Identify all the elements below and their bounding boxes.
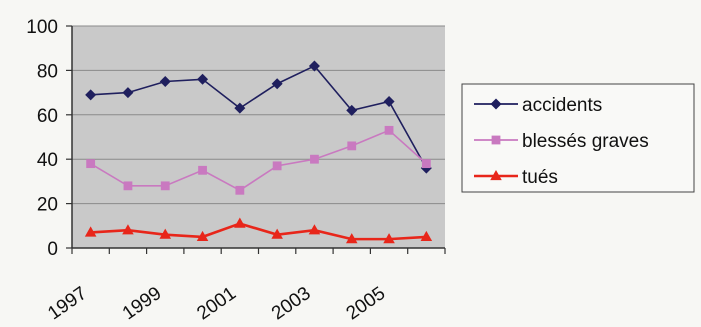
data-point	[85, 89, 97, 101]
legend-label: tués	[522, 167, 558, 188]
series-line	[90, 222, 427, 241]
data-point	[234, 102, 246, 114]
y-tick-label: 80	[37, 61, 58, 82]
data-point	[421, 159, 431, 169]
x-tick-label: 1999	[119, 283, 166, 322]
data-point	[345, 233, 358, 244]
x-tick-label: 2005	[343, 283, 390, 322]
data-point	[420, 230, 433, 242]
data-point	[271, 228, 283, 239]
data-point	[347, 141, 357, 151]
data-point	[346, 104, 358, 116]
legend-entry: accidents	[474, 95, 602, 116]
legend-label: blessés graves	[522, 131, 649, 152]
y-tick-label: 60	[37, 106, 58, 127]
y-tick-label: 100	[26, 17, 58, 38]
series-line	[90, 129, 427, 192]
x-tick-label: 2003	[268, 283, 315, 322]
y-tick-label: 40	[37, 150, 58, 171]
data-point	[235, 185, 245, 195]
data-point	[122, 224, 134, 235]
data-point	[491, 135, 501, 145]
data-point	[308, 224, 321, 235]
data-point	[490, 169, 502, 181]
data-point	[159, 76, 171, 87]
data-point	[160, 181, 170, 191]
data-point	[383, 233, 395, 244]
legend-box	[461, 83, 695, 193]
data-point	[84, 226, 97, 237]
y-tick-label: 20	[37, 195, 58, 216]
data-point	[271, 78, 283, 90]
data-point	[308, 60, 320, 72]
plot-area	[72, 26, 445, 248]
data-point	[384, 125, 394, 135]
legend-label: accidents	[522, 95, 602, 116]
data-point	[234, 217, 246, 228]
series-blessés-graves	[86, 125, 431, 195]
data-point	[196, 230, 209, 242]
series-tués	[84, 217, 433, 244]
x-tick-label: 2001	[193, 283, 240, 322]
data-point	[86, 159, 96, 169]
data-point	[198, 165, 207, 175]
data-point	[122, 87, 134, 99]
x-tick-label: 1997	[44, 283, 91, 322]
data-point	[197, 73, 209, 85]
data-point	[123, 181, 133, 191]
data-point	[310, 154, 319, 164]
data-point	[490, 98, 502, 110]
data-point	[159, 228, 172, 239]
legend-entry: blessés graves	[474, 131, 649, 152]
series-line	[90, 64, 428, 169]
data-point	[383, 95, 395, 107]
series-accidents	[85, 60, 432, 174]
data-point	[272, 161, 282, 171]
legend-entry: tués	[474, 167, 558, 188]
y-tick-label: 0	[47, 239, 58, 260]
